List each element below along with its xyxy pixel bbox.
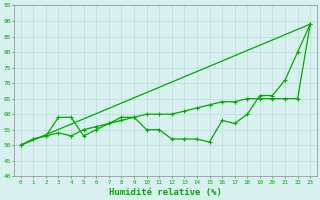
X-axis label: Humidité relative (%): Humidité relative (%) [109, 188, 222, 197]
